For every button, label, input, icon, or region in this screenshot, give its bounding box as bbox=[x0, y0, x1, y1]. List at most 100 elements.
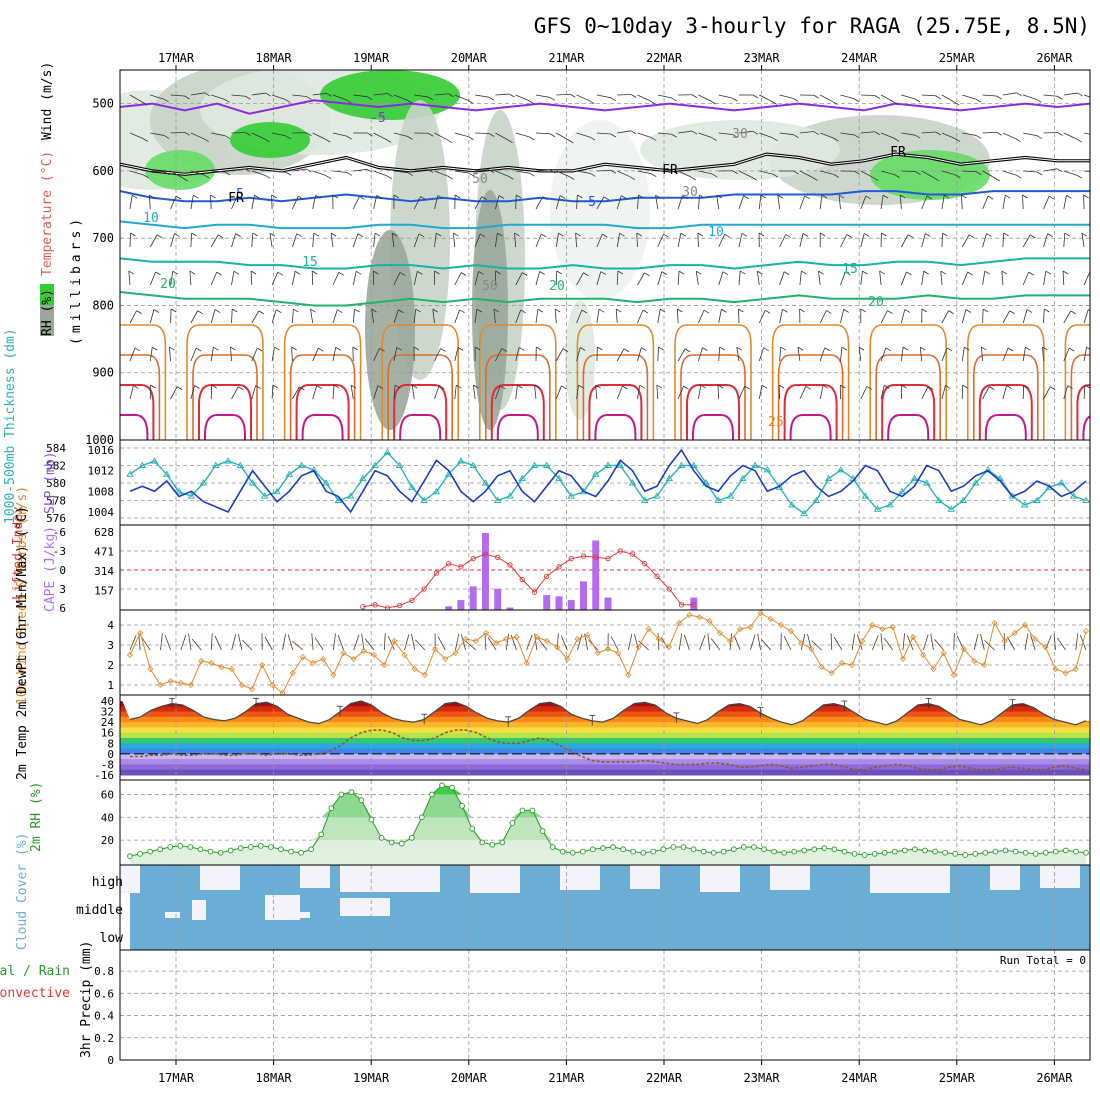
wind-barb bbox=[515, 132, 530, 138]
thickness-point bbox=[922, 479, 931, 486]
rh2m-point bbox=[1042, 849, 1049, 856]
wind10m-barb bbox=[1056, 637, 1066, 651]
wind10m-barb bbox=[783, 636, 792, 651]
wind-barb bbox=[352, 196, 360, 210]
wind-barb-flag bbox=[1067, 385, 1073, 389]
cape-bar bbox=[494, 588, 502, 610]
thickness-point bbox=[346, 492, 355, 499]
wind-barb-flag bbox=[245, 95, 251, 100]
wind-barb bbox=[413, 309, 417, 324]
wind10m-point bbox=[757, 610, 764, 617]
wind-barb bbox=[189, 271, 192, 286]
wind-barb-flag bbox=[514, 232, 520, 237]
wind-barb bbox=[695, 271, 699, 286]
wind-barb bbox=[515, 170, 530, 174]
wind-barb bbox=[759, 94, 772, 102]
wind-barb-flag bbox=[988, 386, 995, 390]
temp-line bbox=[129, 700, 1087, 726]
wind-barb-flag bbox=[418, 233, 425, 238]
wind-barb-flag bbox=[760, 194, 766, 199]
wind-barb bbox=[170, 271, 174, 286]
wind10m-point bbox=[838, 659, 845, 667]
clear-sky-cell bbox=[120, 865, 140, 893]
wind-barb bbox=[434, 170, 448, 177]
wind-barb bbox=[840, 234, 848, 248]
wind-barb bbox=[452, 233, 456, 248]
wind10m-barb bbox=[750, 634, 756, 651]
wind-barb-flag bbox=[804, 195, 810, 200]
wind-barb bbox=[677, 348, 686, 362]
wind-barb-flag bbox=[853, 98, 860, 102]
wind-barb bbox=[312, 195, 317, 210]
wind-barb-flag bbox=[717, 384, 724, 389]
warm-contour bbox=[777, 354, 844, 440]
wind-barb bbox=[961, 309, 967, 324]
wind-barb bbox=[555, 233, 559, 248]
warm-contour bbox=[771, 324, 850, 440]
wind-barb bbox=[170, 195, 177, 210]
wind10m-barb bbox=[333, 633, 336, 651]
wind-barb-flag bbox=[210, 194, 216, 199]
wind-barb bbox=[941, 310, 949, 324]
thickness-tick-label: 576 bbox=[46, 512, 66, 525]
wind-barb-flag bbox=[306, 96, 312, 100]
wind-barb-flag bbox=[454, 194, 461, 199]
wind-barb-flag bbox=[691, 94, 698, 99]
thickness-point bbox=[481, 479, 490, 486]
wind-barb-flag bbox=[812, 177, 818, 181]
wind-barb bbox=[251, 347, 258, 362]
wind-barb bbox=[1043, 94, 1058, 97]
contour-label: 10 bbox=[143, 211, 159, 226]
wind-barb-flag bbox=[732, 97, 738, 102]
wind-barb-flag bbox=[915, 171, 921, 175]
wind-barb-flag bbox=[568, 176, 575, 180]
wind10m-point bbox=[401, 651, 408, 659]
wind-barb-flag bbox=[872, 177, 879, 181]
warm-contour bbox=[295, 384, 350, 440]
wind-barb-flag bbox=[1042, 346, 1048, 351]
wind-barb bbox=[616, 195, 622, 210]
wind-barb-flag bbox=[785, 234, 791, 238]
warm-contour bbox=[1076, 384, 1090, 440]
wind-barb-flag bbox=[332, 194, 338, 199]
wind-barb bbox=[269, 233, 273, 248]
wind-barb bbox=[190, 92, 205, 96]
wind-barb bbox=[312, 348, 319, 362]
wind-barb bbox=[535, 169, 550, 172]
wind-barb-flag bbox=[818, 270, 824, 275]
rh2m-point bbox=[670, 844, 677, 850]
lifted-index-point bbox=[666, 586, 672, 592]
wind10m-barb bbox=[404, 634, 410, 651]
wind-barb bbox=[454, 385, 457, 400]
wind10m-point bbox=[615, 649, 622, 657]
wind-barb bbox=[840, 94, 855, 100]
date-label-top: 19MAR bbox=[353, 51, 390, 65]
wind10m-barb bbox=[311, 633, 314, 651]
wind-barb-flag bbox=[976, 171, 982, 176]
wind-barb bbox=[434, 93, 449, 96]
wind-barb-flag bbox=[156, 234, 163, 239]
rh2m-point bbox=[982, 849, 989, 856]
wind10m-barb bbox=[465, 640, 477, 651]
wind10m-speed-series bbox=[126, 610, 1090, 695]
wind-barb bbox=[1043, 308, 1045, 324]
wind10m-point bbox=[1062, 669, 1069, 677]
wind10m-point bbox=[187, 681, 195, 689]
isotherm-10 bbox=[120, 220, 1090, 230]
wind-barb-flag bbox=[617, 270, 624, 275]
wind-barb-flag bbox=[826, 310, 832, 314]
wind10m-point bbox=[594, 649, 601, 657]
wind10m-barb bbox=[164, 635, 172, 651]
wind-barb bbox=[677, 385, 684, 400]
dewpoint-line bbox=[130, 729, 1087, 771]
wind-barb-flag bbox=[644, 272, 650, 277]
wind-barb-flag bbox=[813, 94, 820, 99]
wind-barb-flag bbox=[649, 100, 656, 105]
wind-barb bbox=[656, 385, 659, 400]
wind10m-barb bbox=[902, 633, 906, 651]
wind-barb-flag bbox=[740, 270, 746, 275]
wind10m-barb bbox=[141, 637, 151, 651]
rh2m-point bbox=[761, 846, 767, 853]
wind-barb bbox=[148, 195, 151, 210]
wind-barb bbox=[1001, 271, 1004, 286]
